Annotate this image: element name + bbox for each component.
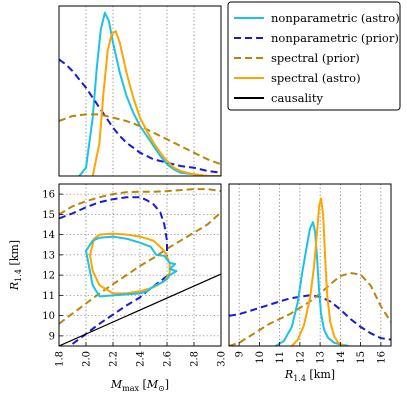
joint-x-tick-label: 2.0 [82,351,93,367]
r14-marginal-nonparametric_astro-line [275,221,349,346]
legend-label-causality: causality [271,91,323,105]
joint-nonparametric_astro-contour [85,235,178,298]
r14-x-tick-label: 9 [235,351,246,357]
joint-x-tick-label: 2.4 [136,351,147,367]
mmax-marginal-panel [58,5,222,177]
joint-x-axis-label: Mmax [M⊙] [110,378,169,393]
legend-label-nonparametric_astro: nonparametric (astro) [271,11,400,25]
r14-marginal-grid [238,184,382,346]
r14-x-tick-label: 11 [275,351,286,364]
joint-y-tick-label: 9 [49,331,55,342]
joint-y-tick-label: 11 [42,291,55,302]
joint-y-tick-label: 16 [42,190,55,201]
r14-x-tick-label: 12 [295,351,306,364]
legend-label-spectral_prior: spectral (prior) [271,51,360,65]
joint-x-tick-label: 2.8 [190,351,201,367]
r14-marginal-curves [229,197,391,346]
r14-x-axis-label: R1.4 [km] [284,368,335,383]
r14-x-tick-label: 14 [336,351,347,364]
mmax-marginal-spectral_prior-line [59,113,221,166]
joint-y-tick-label: 14 [42,230,55,241]
r14-x-tick-label: 15 [356,351,367,364]
joint-spectral_prior-contour [59,188,221,216]
r14-marginal-ticks: 9 10 11 12 13 14 15 16 [235,342,387,364]
legend: nonparametric (astro) nonparametric (prio… [227,1,401,111]
joint-spectral_prior-contour [59,211,221,325]
mmax-marginal-nonparametric_prior-line [59,58,221,174]
joint-curves [59,188,221,346]
joint-y-tick-label: 12 [42,271,55,282]
legend-entries: nonparametric (astro) nonparametric (prio… [234,11,400,105]
legend-label-spectral_astro: spectral (astro) [271,71,361,85]
joint-x-tick-label: 1.8 [55,351,66,367]
joint-ticks: 1.8 2.0 2.2 2.4 2.6 2.8 3.0 9 10 11 12 13 14 15 16 [42,190,227,367]
joint-x-tick-label: 2.2 [109,351,120,367]
r14-x-tick-label: 16 [376,351,387,364]
r14-x-tick-label: 10 [255,351,266,364]
joint-y-tick-label: 15 [42,210,55,221]
joint-y-axis-label: R1.4 [km] [8,240,23,291]
joint-panel: 1.8 2.0 2.2 2.4 2.6 2.8 3.0 9 10 11 12 13 14 15 16 Mma… [8,183,228,393]
mmax-marginal-nonparametric_astro-line [78,11,221,176]
joint-y-tick-label: 10 [42,311,55,322]
joint-y-tick-label: 13 [42,250,55,261]
mmax-marginal-spectral_astro-line [91,30,221,176]
joint-x-tick-label: 2.6 [163,351,174,367]
mmax-marginal-frame [58,5,222,177]
legend-label-nonparametric_prior: nonparametric (prior) [271,31,399,45]
joint-x-tick-label: 3.0 [217,351,228,367]
joint-nonparametric_prior-contour [59,196,171,266]
mmax-marginal-curves [59,11,221,176]
r14-marginal-panel: 9 10 11 12 13 14 15 16 R1.4 [km] [228,183,392,383]
joint-causality-contour [59,273,221,346]
mmax-marginal-grid [58,6,222,176]
legend-box [227,1,401,111]
r14-marginal-frame [228,183,392,347]
r14-marginal-spectral_astro-line [291,197,345,346]
r14-x-tick-label: 13 [316,351,327,364]
joint-nonparametric_prior-contour [71,272,171,345]
